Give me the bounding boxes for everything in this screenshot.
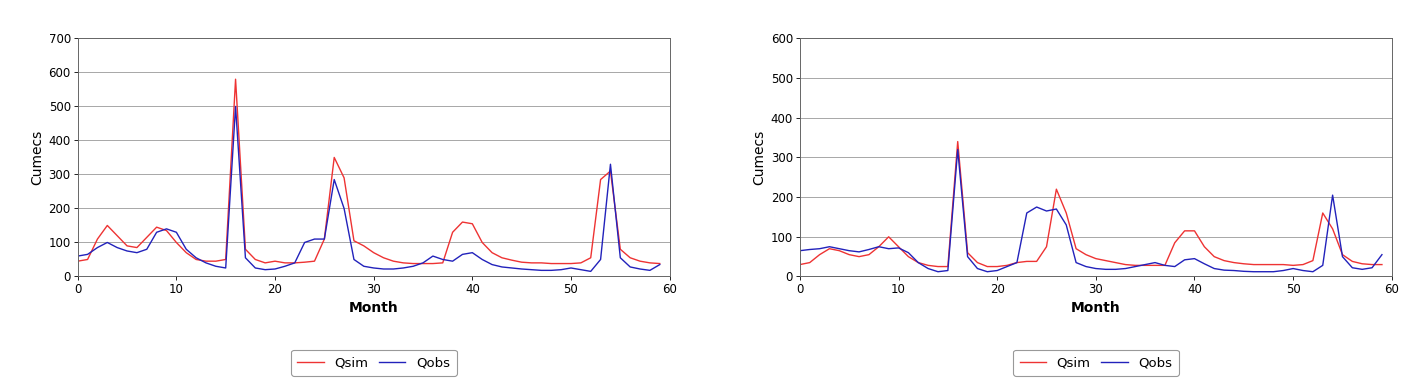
- Qsim: [999, 263, 1016, 268]
- Legend: Qsim, Qobs: Qsim, Qobs: [1013, 350, 1178, 376]
- Qobs: [950, 147, 966, 152]
- Qsim: [168, 240, 185, 245]
- Qsim: [651, 261, 668, 266]
- Qobs: [1373, 252, 1390, 257]
- Qobs: [890, 246, 907, 250]
- Qsim: [1009, 260, 1026, 265]
- Qsim: [454, 220, 471, 224]
- Qsim: [218, 257, 235, 262]
- Qsim: [1373, 262, 1390, 267]
- Qsim: [267, 259, 284, 263]
- Qsim: [69, 259, 86, 263]
- Qobs: [999, 264, 1016, 269]
- Qobs: [267, 267, 284, 271]
- Qsim: [930, 264, 947, 269]
- Qobs: [1176, 258, 1193, 262]
- Qobs: [227, 104, 244, 109]
- Qsim: [247, 257, 264, 262]
- Qobs: [69, 254, 86, 258]
- Qobs: [582, 269, 599, 274]
- Qsim: [950, 139, 966, 144]
- Qobs: [247, 266, 264, 270]
- Qobs: [444, 259, 461, 263]
- Line: Qobs: Qobs: [78, 106, 660, 271]
- Qsim: [227, 77, 244, 81]
- Y-axis label: Cumecs: Cumecs: [753, 130, 766, 185]
- X-axis label: Month: Month: [349, 301, 398, 314]
- Line: Qsim: Qsim: [800, 142, 1382, 266]
- Qobs: [218, 266, 235, 270]
- Qobs: [168, 230, 185, 235]
- X-axis label: Month: Month: [1071, 301, 1121, 314]
- Qobs: [959, 254, 976, 259]
- Qobs: [1009, 260, 1026, 265]
- Legend: Qsim, Qobs: Qsim, Qobs: [291, 350, 456, 376]
- Qsim: [404, 261, 421, 266]
- Qsim: [791, 262, 808, 267]
- Qsim: [1176, 228, 1193, 233]
- Y-axis label: Cumecs: Cumecs: [30, 130, 44, 185]
- Qobs: [651, 262, 668, 267]
- Qsim: [277, 261, 294, 265]
- Qobs: [277, 264, 294, 268]
- Qobs: [979, 270, 996, 274]
- Line: Qobs: Qobs: [800, 149, 1382, 272]
- Line: Qsim: Qsim: [78, 79, 660, 263]
- Qsim: [979, 264, 996, 269]
- Qsim: [959, 250, 976, 255]
- Qsim: [890, 245, 907, 249]
- Qobs: [791, 248, 808, 253]
- Qobs: [930, 270, 947, 274]
